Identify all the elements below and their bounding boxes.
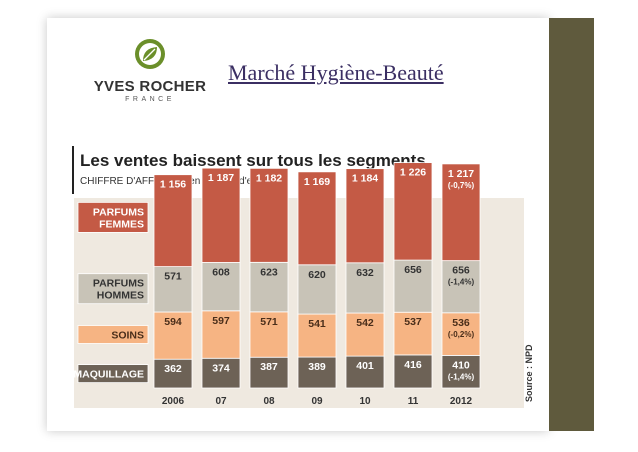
legend-label: PARFUMS xyxy=(93,278,144,290)
data-label: 656 xyxy=(452,265,470,277)
data-label: 542 xyxy=(356,317,374,329)
legend-label: PARFUMS xyxy=(93,206,144,218)
bar-segment xyxy=(153,266,193,313)
x-tick-label: 08 xyxy=(263,396,275,407)
bar-segment xyxy=(153,174,193,268)
bar-segment xyxy=(345,312,385,357)
data-label: 541 xyxy=(308,318,326,330)
bar-segment xyxy=(249,356,289,389)
variation-label: (-0,7%) xyxy=(448,181,475,190)
data-label: 608 xyxy=(212,266,230,278)
bar-segment xyxy=(297,356,337,389)
x-tick-label: 2012 xyxy=(450,396,473,407)
x-tick-label: 11 xyxy=(408,396,419,407)
bar-segment xyxy=(201,262,241,312)
data-label: 571 xyxy=(164,271,182,283)
legend-label: HOMMES xyxy=(97,290,144,302)
bar-segment xyxy=(201,167,241,263)
legend-swatch xyxy=(77,325,149,344)
x-tick-label: 07 xyxy=(215,396,227,407)
data-label: 620 xyxy=(308,269,326,281)
x-tick-label: 2006 xyxy=(162,396,185,407)
data-label: 1 184 xyxy=(352,173,378,185)
bar-segment xyxy=(297,313,337,358)
bar-segment xyxy=(441,260,481,314)
bar-segment xyxy=(297,171,337,266)
bar-segment xyxy=(249,311,289,358)
bar-segment xyxy=(441,312,481,356)
legend-label: SOINS xyxy=(111,329,144,341)
legend-label: MAQUILLAGE xyxy=(73,369,144,381)
legend-swatch xyxy=(77,201,149,233)
data-label: 389 xyxy=(308,361,326,373)
data-label: 597 xyxy=(212,315,230,327)
bar-segment xyxy=(345,262,385,314)
variation-label: (-1,4%) xyxy=(448,278,475,287)
data-label: 623 xyxy=(260,266,278,278)
data-label: 594 xyxy=(164,316,182,328)
chart-left-rule xyxy=(72,146,74,194)
x-tick-label: 10 xyxy=(359,396,371,407)
x-tick-label: 09 xyxy=(311,396,323,407)
accent-side-bar xyxy=(549,18,594,431)
data-label: 632 xyxy=(356,267,374,279)
data-label: 656 xyxy=(404,264,422,276)
data-label: 1 169 xyxy=(304,176,330,188)
bar-segment xyxy=(201,357,241,389)
bar-segment xyxy=(297,264,337,315)
data-label: 387 xyxy=(260,361,278,373)
leaf-circle-icon xyxy=(135,39,165,69)
variation-label: (-1,4%) xyxy=(448,372,475,381)
bar-segment xyxy=(249,261,289,313)
data-label: 571 xyxy=(260,316,278,328)
bar-segment xyxy=(345,355,385,389)
legend-swatch xyxy=(77,364,149,384)
variation-label: (-0,2%) xyxy=(448,330,475,339)
logo-brand-name: YVES ROCHER xyxy=(93,78,207,95)
data-label: 374 xyxy=(212,362,230,374)
legend-label: FEMMES xyxy=(99,218,144,230)
legend-swatch xyxy=(77,273,149,305)
stacked-bar-chart: Les ventes baissent sur tous les segment… xyxy=(72,146,534,408)
data-label: 1 182 xyxy=(256,172,282,184)
bar-segment xyxy=(393,354,433,389)
chart-source: Source : NPD xyxy=(524,344,534,402)
bar-segment xyxy=(153,311,193,360)
data-label: 410 xyxy=(452,359,470,371)
chart-title: Les ventes baissent sur tous les segment… xyxy=(80,151,426,170)
brand-logo: YVES ROCHER FRANCE xyxy=(85,36,215,106)
slide-title: Marché Hygiène-Beauté xyxy=(228,60,444,85)
bar-segment xyxy=(249,167,289,263)
bar-segment xyxy=(345,168,385,264)
data-label: 416 xyxy=(404,359,422,371)
data-label: 401 xyxy=(356,360,374,372)
data-label: 537 xyxy=(404,316,422,328)
data-label: 1 217 xyxy=(448,168,474,180)
bar-segment xyxy=(201,310,241,359)
data-label: 1 187 xyxy=(208,172,234,184)
bar-segment xyxy=(441,163,481,262)
data-label: 362 xyxy=(164,363,182,375)
data-label: 536 xyxy=(452,317,470,329)
bar-segment xyxy=(393,162,433,261)
bar-segment xyxy=(441,355,481,389)
logo-country: FRANCE xyxy=(125,96,175,103)
data-label: 1 226 xyxy=(400,167,426,179)
data-label: 1 156 xyxy=(160,179,186,191)
